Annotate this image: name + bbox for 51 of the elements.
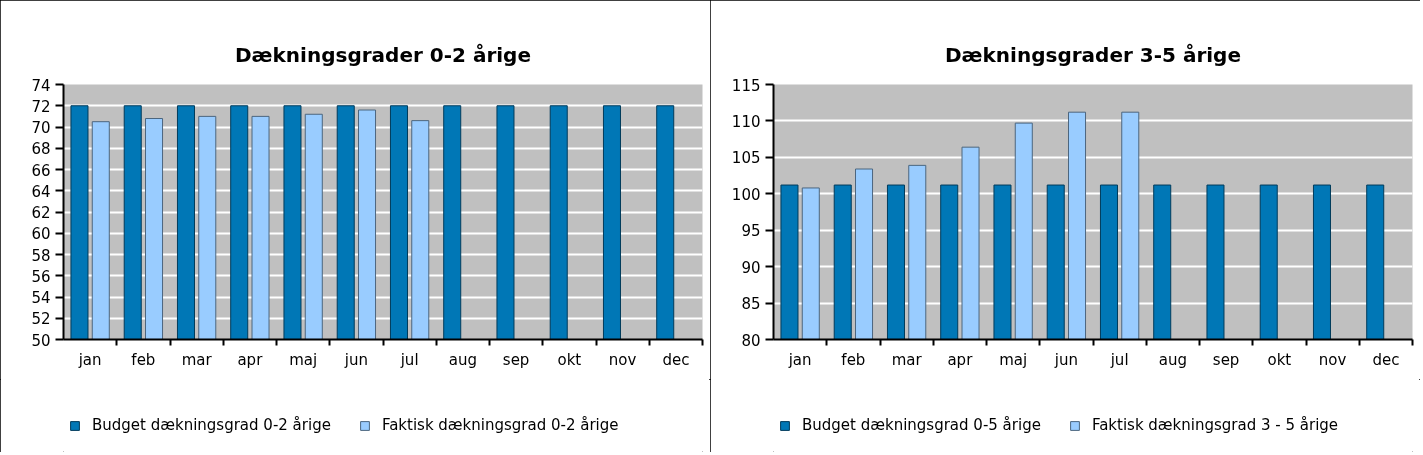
- x-tick-label: dec: [662, 350, 690, 369]
- y-tick-label: 95: [741, 222, 761, 241]
- y-tick-label: 80: [741, 331, 761, 350]
- y-tick-label: 52: [31, 310, 51, 329]
- y-tick-label: 60: [31, 225, 51, 244]
- x-tick-label: mar: [891, 350, 923, 369]
- x-tick-label: maj: [999, 350, 1028, 369]
- y-tick-label: 54: [31, 289, 51, 307]
- y-tick-label: 90: [741, 258, 761, 277]
- legend-label: Faktisk dækningsgrad 0-2 årige: [381, 416, 619, 434]
- x-tick-label: dec: [1372, 350, 1400, 369]
- y-tick-label: 68: [31, 140, 51, 159]
- x-tick-label: apr: [947, 350, 974, 369]
- y-tick-label: 74: [31, 76, 51, 95]
- y-tick-label: 100: [731, 185, 761, 204]
- x-tick-label: jul: [1109, 350, 1129, 369]
- x-tick-label: feb: [841, 350, 866, 369]
- y-tick-label: 64: [31, 182, 51, 201]
- x-tick-label: apr: [237, 350, 264, 369]
- x-tick-label: jun: [343, 350, 368, 369]
- y-tick-label: 85: [741, 295, 761, 314]
- legend-label: Budget dækningsgrad 0-5 årige: [802, 416, 1041, 434]
- x-tick-label: maj: [289, 350, 318, 369]
- x-tick-label: okt: [557, 350, 582, 369]
- x-tick-label: aug: [448, 350, 477, 369]
- legend-label: Budget dækningsgrad 0-2 årige: [92, 416, 331, 434]
- x-tick-label: jun: [1053, 350, 1078, 369]
- x-tick-label: nov: [608, 350, 637, 369]
- y-tick-label: 72: [31, 97, 51, 116]
- x-tick-label: sep: [1212, 350, 1240, 369]
- x-tick-label: okt: [1267, 350, 1292, 369]
- y-tick-label: 70: [31, 119, 51, 137]
- x-tick-label: jul: [399, 350, 419, 369]
- y-tick-label: 105: [731, 149, 761, 168]
- x-tick-label: jan: [787, 350, 812, 369]
- legend-label: Faktisk dækningsgrad 3 - 5 årige: [1091, 416, 1339, 434]
- chart-title: Dækningsgrader 0-2 årige: [235, 42, 532, 67]
- chart-title: Dækningsgrader 3-5 årige: [945, 42, 1242, 67]
- y-tick-label: 50: [31, 331, 51, 350]
- x-tick-label: feb: [131, 350, 156, 369]
- x-tick-label: aug: [1158, 350, 1187, 369]
- x-tick-label: sep: [502, 350, 530, 369]
- y-tick-label: 62: [31, 204, 51, 222]
- x-tick-label: jan: [77, 350, 102, 369]
- y-tick-label: 115: [731, 76, 761, 95]
- x-tick-label: nov: [1318, 350, 1347, 369]
- y-tick-label: 110: [731, 112, 761, 131]
- x-tick-label: mar: [181, 350, 213, 369]
- y-tick-label: 56: [31, 267, 51, 286]
- y-tick-label: 58: [31, 246, 51, 265]
- y-tick-label: 66: [31, 161, 51, 180]
